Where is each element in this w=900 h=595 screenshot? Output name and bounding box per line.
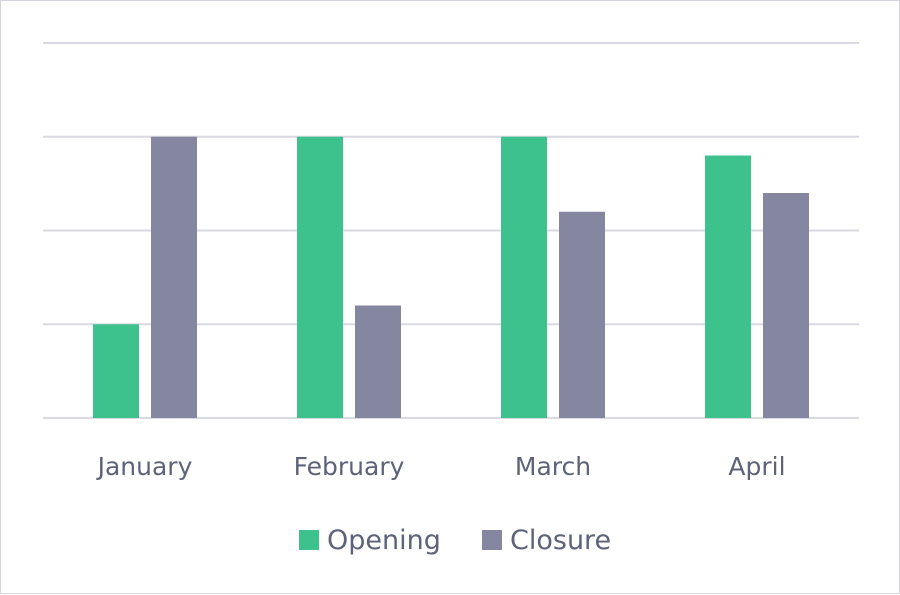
legend-label-closure: Closure [510, 525, 611, 556]
x-tick-label-february: February [294, 452, 405, 481]
bar-closure-march [559, 211, 605, 418]
bar-opening-january [93, 324, 139, 418]
legend-swatch-closure [482, 530, 502, 550]
x-tick-label-march: March [515, 452, 591, 481]
bar-closure-january [151, 136, 197, 418]
x-tick-label-april: April [728, 452, 785, 481]
bar-opening-april [705, 155, 751, 418]
bar-opening-march [501, 136, 547, 418]
bar-opening-february [297, 136, 343, 418]
bar-closure-february [355, 305, 401, 418]
legend-swatch-opening [299, 530, 319, 550]
legend: Opening Closure [299, 525, 611, 556]
bar-closure-april [763, 193, 809, 418]
legend-label-opening: Opening [327, 525, 441, 556]
x-axis-labels: January February March April [96, 452, 786, 481]
bars [93, 136, 809, 418]
x-tick-label-january: January [96, 452, 193, 481]
